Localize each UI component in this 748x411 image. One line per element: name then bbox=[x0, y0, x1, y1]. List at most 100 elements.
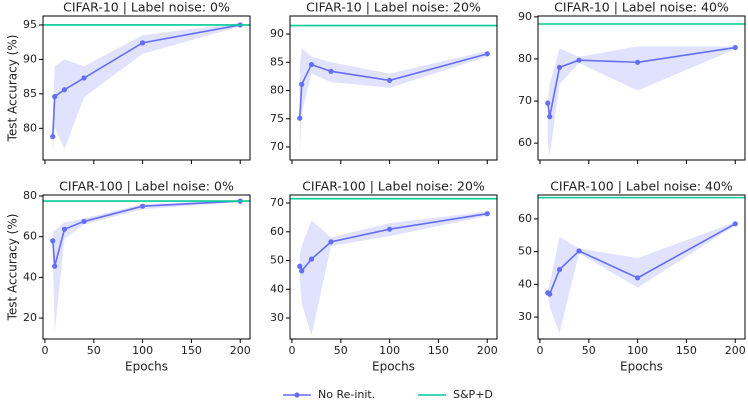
panel-title: CIFAR-100 | Label noise: 0% bbox=[59, 179, 234, 194]
x-tick-label: 100 bbox=[627, 344, 648, 357]
y-tick-label: 85 bbox=[23, 87, 37, 100]
y-tick-label: 80 bbox=[270, 84, 284, 97]
x-axis-label: Epochs bbox=[620, 360, 663, 374]
panel-title: CIFAR-100 | Label noise: 40% bbox=[550, 179, 733, 194]
point bbox=[328, 239, 334, 245]
plot-frame bbox=[289, 194, 498, 340]
y-tick-label: 40 bbox=[518, 277, 532, 290]
y-tick-label: 40 bbox=[23, 270, 37, 283]
y-tick-label: 50 bbox=[270, 254, 284, 267]
point bbox=[299, 81, 305, 87]
y-tick-label: 85 bbox=[270, 55, 284, 68]
point bbox=[299, 268, 305, 274]
y-tick-label: 90 bbox=[23, 52, 37, 65]
x-tick-label: 200 bbox=[477, 344, 498, 357]
point bbox=[297, 115, 303, 121]
point bbox=[52, 94, 58, 100]
point bbox=[576, 248, 582, 254]
x-tick-label: 50 bbox=[334, 344, 348, 357]
y-tick-label: 60 bbox=[518, 212, 532, 225]
point bbox=[545, 100, 551, 106]
y-tick-label: 30 bbox=[270, 311, 284, 324]
y-tick-label: 70 bbox=[270, 196, 284, 209]
y-tick-label: 60 bbox=[270, 225, 284, 238]
x-tick-label: 150 bbox=[428, 344, 449, 357]
point bbox=[328, 68, 334, 74]
point bbox=[308, 61, 315, 68]
point bbox=[308, 256, 315, 262]
y-tick-label: 80 bbox=[23, 189, 37, 202]
x-tick-label: 100 bbox=[379, 344, 400, 357]
point bbox=[81, 218, 87, 225]
point bbox=[139, 40, 146, 46]
y-tick-label: 75 bbox=[270, 112, 284, 125]
band bbox=[299, 48, 488, 153]
panel-title: CIFAR-10 | Label noise: 20% bbox=[306, 0, 481, 15]
plot-frame bbox=[537, 15, 746, 161]
point bbox=[61, 226, 68, 232]
y-tick-label: 20 bbox=[23, 311, 37, 324]
x-tick-label: 0 bbox=[536, 344, 543, 357]
panel-title: CIFAR-10 | Label noise: 0% bbox=[63, 0, 230, 15]
x-tick-label: 200 bbox=[230, 344, 251, 357]
plot-frame bbox=[537, 194, 746, 340]
y-tick-label: 50 bbox=[518, 245, 532, 258]
y-axis-label: Test Accuracy (%) bbox=[6, 214, 20, 322]
x-tick-label: 0 bbox=[41, 344, 48, 357]
point bbox=[50, 238, 56, 244]
plot-frame bbox=[289, 15, 498, 161]
y-tick-label: 80 bbox=[518, 52, 532, 65]
panel-title: CIFAR-100 | Label noise: 20% bbox=[302, 179, 485, 194]
point bbox=[386, 226, 393, 232]
point bbox=[732, 44, 738, 51]
point bbox=[576, 57, 582, 63]
point bbox=[52, 263, 58, 269]
point bbox=[297, 263, 303, 269]
y-tick-label: 70 bbox=[270, 140, 284, 153]
plot-frame bbox=[42, 15, 251, 161]
y-tick-label: 40 bbox=[270, 282, 284, 295]
line bbox=[298, 53, 488, 119]
y-axis-label: Test Accuracy (%) bbox=[6, 35, 20, 143]
point bbox=[547, 291, 553, 297]
band bbox=[299, 211, 488, 336]
y-tick-label: 30 bbox=[518, 310, 532, 323]
y-tick-label: 80 bbox=[23, 121, 37, 134]
x-tick-label: 200 bbox=[725, 344, 746, 357]
band bbox=[547, 46, 736, 156]
line bbox=[51, 200, 241, 267]
point bbox=[634, 275, 641, 281]
band bbox=[52, 22, 241, 153]
legend-label: No Re-init. bbox=[318, 388, 375, 401]
x-axis-label: Epochs bbox=[372, 360, 415, 374]
band bbox=[52, 200, 241, 333]
point bbox=[484, 51, 490, 57]
y-tick-label: 95 bbox=[23, 18, 37, 31]
point bbox=[634, 59, 641, 65]
y-tick-label: 60 bbox=[23, 230, 37, 243]
line bbox=[51, 24, 241, 137]
plot-frame bbox=[42, 194, 251, 340]
y-tick-label: 90 bbox=[270, 27, 284, 40]
point bbox=[547, 114, 553, 120]
x-tick-label: 150 bbox=[676, 344, 697, 357]
x-axis-label: Epochs bbox=[125, 360, 168, 374]
y-tick-label: 90 bbox=[518, 10, 532, 23]
y-tick-label: 60 bbox=[518, 136, 532, 149]
point bbox=[61, 87, 68, 93]
x-tick-label: 100 bbox=[132, 344, 153, 357]
y-tick-label: 70 bbox=[518, 94, 532, 107]
point bbox=[484, 211, 490, 217]
x-tick-label: 50 bbox=[87, 344, 101, 357]
x-tick-label: 150 bbox=[181, 344, 202, 357]
x-tick-label: 0 bbox=[288, 344, 295, 357]
x-tick-label: 50 bbox=[582, 344, 596, 357]
point bbox=[732, 221, 738, 227]
point bbox=[556, 267, 563, 273]
point bbox=[50, 133, 56, 140]
panel-title: CIFAR-10 | Label noise: 40% bbox=[554, 0, 729, 15]
point bbox=[386, 77, 393, 83]
legend-label: S&P+D bbox=[453, 388, 493, 401]
point bbox=[139, 203, 146, 209]
